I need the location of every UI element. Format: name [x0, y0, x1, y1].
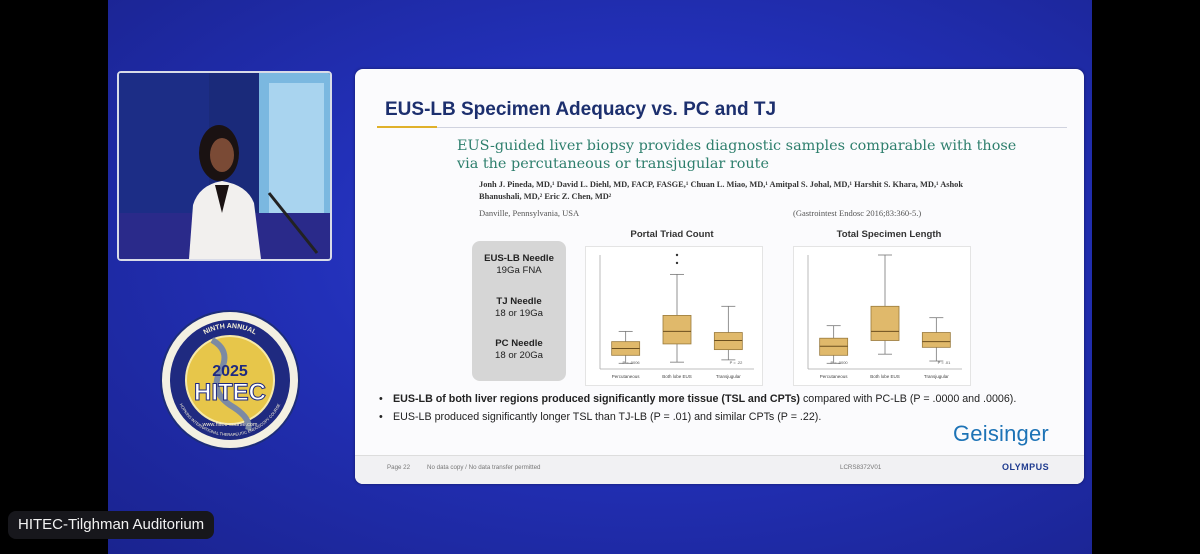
needle-name: TJ Needle [496, 296, 542, 307]
slide-footer: Page 22 No data copy / No data transfer … [355, 455, 1084, 484]
badge-name: HITEC [194, 379, 266, 406]
needle-spec: 18 or 19Ga [494, 308, 543, 319]
category-label: Percutaneous [612, 374, 641, 379]
finding-item: • EUS-LB produced significantly longer T… [377, 410, 1067, 424]
category-label: Transjugular [716, 374, 741, 379]
chart-portal-triad: Percutaneous Both lobe EUS Transjugular P =… [585, 246, 763, 386]
category-label: Transjugular [924, 374, 949, 379]
slide-title: EUS-LB Specimen Adequacy vs. PC and TJ [385, 99, 777, 120]
needle-name: PC Needle [495, 338, 543, 349]
olympus-logo: OLYMPUS [1002, 462, 1050, 472]
box [819, 337, 849, 356]
chart-title-portal-triad: Portal Triad Count [630, 229, 714, 240]
p-value-label: P = .22 [730, 360, 743, 365]
p-value-label: P = .0006 [622, 360, 640, 365]
speaker-video[interactable] [117, 71, 332, 261]
chart-specimen-length: Percutaneous Both lobe EUS Transjugular P =… [793, 246, 971, 386]
badge-url: www.hitec-course.com [201, 422, 257, 428]
category-label: Both lobe EUS [870, 374, 900, 379]
category-label: Both lobe EUS [662, 374, 692, 379]
paper-title: EUS-guided liver biopsy provides diagnos… [457, 138, 1017, 172]
speaker-video-frame [119, 73, 330, 259]
box [713, 332, 743, 351]
needle-summary-box: EUS-LB Needle 19Ga FNA TJ Needle 18 or 1… [472, 241, 566, 381]
needle-spec: 19Ga FNA [496, 265, 542, 276]
needle-item: PC Needle 18 or 20Ga [472, 338, 566, 362]
p-value-label: P = .0000 [830, 360, 848, 365]
needle-item: EUS-LB Needle 19Ga FNA [472, 253, 566, 277]
chart-title-specimen-length: Total Specimen Length [836, 229, 942, 240]
outlier-point [675, 261, 679, 265]
p-value-label: P = .01 [938, 360, 951, 365]
chart-specimen-length-svg: Percutaneous Both lobe EUS Transjugular P =… [807, 254, 962, 379]
finding-text: EUS-LB produced significantly longer TSL… [393, 411, 822, 423]
paper-authors: Jonh J. Pineda, MD,¹ David L. Diehl, MD,… [479, 180, 963, 201]
bullet-dot: • [379, 393, 383, 405]
box [870, 305, 900, 341]
footer-code: LCRS8372V01 [840, 464, 882, 471]
box [921, 332, 951, 348]
finding-bold: EUS-LB of both liver regions produced si… [393, 393, 800, 405]
footer-page: Page 22 [387, 464, 411, 471]
room-caption: HITEC-Tilghman Auditorium [8, 511, 215, 539]
geisinger-logo: Geisinger [953, 421, 1049, 446]
needle-spec: 18 or 20Ga [494, 350, 543, 361]
findings-list: • EUS-LB of both liver regions produced … [377, 392, 1067, 428]
paper-location: Danville, Pennsylvania, USA [479, 208, 580, 218]
badge-year: 2025 [212, 363, 248, 380]
hitec-badge: NINTH ANNUAL HOPKINS INTERNATIONAL THERA… [160, 310, 300, 450]
box [662, 315, 692, 345]
chart-portal-triad-svg: Percutaneous Both lobe EUS Transjugular P =… [599, 253, 754, 379]
finding-item: • EUS-LB of both liver regions produced … [377, 392, 1067, 406]
title-accent-rule [377, 126, 437, 128]
finding-text: compared with PC-LB (P = .0000 and .0006… [799, 393, 1017, 405]
bullet-dot: • [379, 411, 383, 423]
footer-notice: No data copy / No data transfer permitte… [427, 464, 541, 471]
title-divider [437, 126, 1067, 128]
presentation-slide: EUS-LB Specimen Adequacy vs. PC and TJ E… [355, 69, 1084, 484]
category-label: Percutaneous [820, 374, 849, 379]
needle-item: TJ Needle 18 or 19Ga [472, 296, 566, 320]
hitec-badge-emblem: NINTH ANNUAL HOPKINS INTERNATIONAL THERA… [160, 310, 300, 450]
needle-name: EUS-LB Needle [484, 253, 554, 264]
paper-citation: (Gastrointest Endosc 2016;83:360-5.) [793, 208, 922, 218]
outlier-point [675, 253, 679, 257]
